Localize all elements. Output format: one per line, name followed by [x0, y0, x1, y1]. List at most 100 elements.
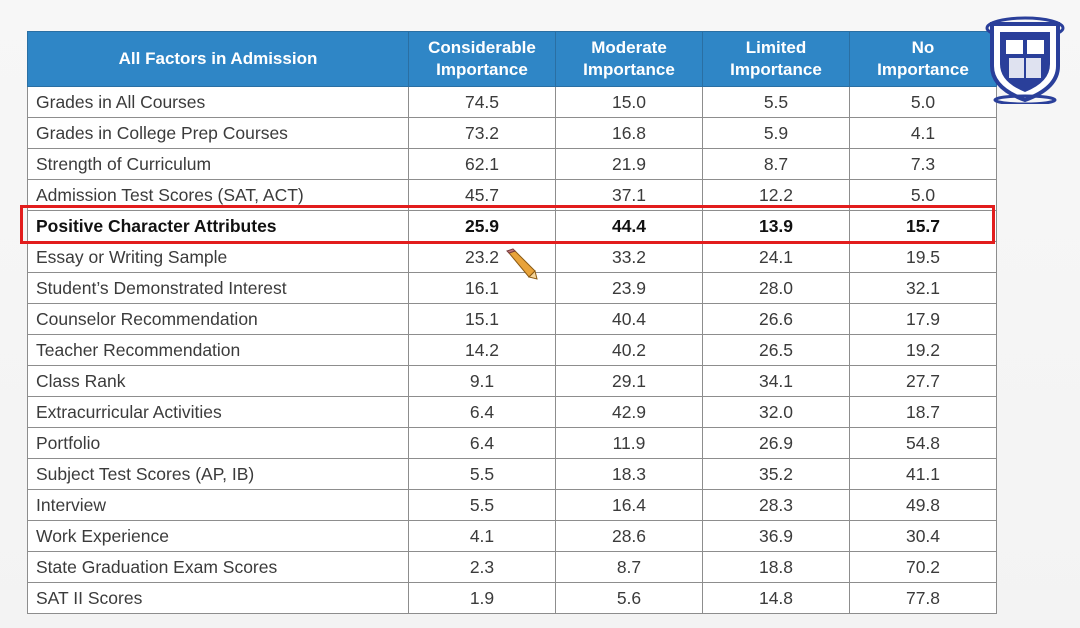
table-row: Admission Test Scores (SAT, ACT) 45.7 37… [27, 179, 997, 211]
considerable-cell: 9.1 [408, 365, 556, 397]
table-row: Interview 5.5 16.4 28.3 49.8 [27, 489, 997, 521]
limited-cell: 8.7 [702, 148, 850, 180]
moderate-cell: 40.2 [555, 334, 703, 366]
considerable-cell: 73.2 [408, 117, 556, 149]
none-cell: 18.7 [849, 396, 997, 428]
none-cell: 7.3 [849, 148, 997, 180]
considerable-cell: 15.1 [408, 303, 556, 335]
considerable-cell: 4.1 [408, 520, 556, 552]
limited-cell: 35.2 [702, 458, 850, 490]
table-row: Essay or Writing Sample 23.2 33.2 24.1 1… [27, 241, 997, 273]
moderate-cell: 44.4 [555, 210, 703, 242]
table-row: Student’s Demonstrated Interest 16.1 23.… [27, 272, 997, 304]
limited-cell: 36.9 [702, 520, 850, 552]
factor-cell: Counselor Recommendation [27, 303, 409, 335]
factor-cell: Portfolio [27, 427, 409, 459]
moderate-cell: 8.7 [555, 551, 703, 583]
considerable-cell: 14.2 [408, 334, 556, 366]
none-cell: 30.4 [849, 520, 997, 552]
factor-cell: Student’s Demonstrated Interest [27, 272, 409, 304]
limited-cell: 14.8 [702, 582, 850, 614]
header-moderate-line1: Moderate [591, 38, 667, 57]
none-cell: 41.1 [849, 458, 997, 490]
factor-cell: State Graduation Exam Scores [27, 551, 409, 583]
considerable-cell: 2.3 [408, 551, 556, 583]
none-cell: 15.7 [849, 210, 997, 242]
limited-cell: 26.5 [702, 334, 850, 366]
limited-cell: 12.2 [702, 179, 850, 211]
header-limited-line1: Limited [745, 38, 807, 57]
factor-cell: Admission Test Scores (SAT, ACT) [27, 179, 409, 211]
moderate-cell: 23.9 [555, 272, 703, 304]
none-cell: 77.8 [849, 582, 997, 614]
factor-cell: Class Rank [27, 365, 409, 397]
highlighted-table-row: Positive Character Attributes 25.9 44.4 … [27, 210, 997, 242]
considerable-cell: 45.7 [408, 179, 556, 211]
limited-cell: 26.9 [702, 427, 850, 459]
table-row: State Graduation Exam Scores 2.3 8.7 18.… [27, 551, 997, 583]
factor-cell: Work Experience [27, 520, 409, 552]
none-cell: 70.2 [849, 551, 997, 583]
limited-cell: 18.8 [702, 551, 850, 583]
considerable-cell: 5.5 [408, 489, 556, 521]
table-row: Teacher Recommendation 14.2 40.2 26.5 19… [27, 334, 997, 366]
factor-cell: SAT II Scores [27, 582, 409, 614]
header-factor: All Factors in Admission [27, 31, 409, 87]
header-considerable-line2: Importance [436, 60, 528, 79]
moderate-cell: 29.1 [555, 365, 703, 397]
none-cell: 54.8 [849, 427, 997, 459]
factor-cell: Grades in All Courses [27, 86, 409, 118]
table-row: Work Experience 4.1 28.6 36.9 30.4 [27, 520, 997, 552]
header-none: No Importance [849, 31, 997, 87]
moderate-cell: 42.9 [555, 396, 703, 428]
table-row: Grades in College Prep Courses 73.2 16.8… [27, 117, 997, 149]
header-factor-label: All Factors in Admission [118, 49, 318, 68]
none-cell: 49.8 [849, 489, 997, 521]
moderate-cell: 21.9 [555, 148, 703, 180]
moderate-cell: 15.0 [555, 86, 703, 118]
none-cell: 5.0 [849, 179, 997, 211]
table-row: Subject Test Scores (AP, IB) 5.5 18.3 35… [27, 458, 997, 490]
factor-cell: Positive Character Attributes [27, 210, 409, 242]
header-moderate-line2: Importance [583, 60, 675, 79]
factor-cell: Essay or Writing Sample [27, 241, 409, 273]
table-row: SAT II Scores 1.9 5.6 14.8 77.8 [27, 582, 997, 614]
limited-cell: 28.0 [702, 272, 850, 304]
factor-cell: Teacher Recommendation [27, 334, 409, 366]
moderate-cell: 40.4 [555, 303, 703, 335]
factor-cell: Strength of Curriculum [27, 148, 409, 180]
pencil-cursor-icon [505, 247, 539, 281]
moderate-cell: 28.6 [555, 520, 703, 552]
none-cell: 32.1 [849, 272, 997, 304]
admission-factors-table: All Factors in Admission Considerable Im… [27, 31, 997, 614]
considerable-cell: 25.9 [408, 210, 556, 242]
factor-cell: Extracurricular Activities [27, 396, 409, 428]
none-cell: 4.1 [849, 117, 997, 149]
moderate-cell: 11.9 [555, 427, 703, 459]
factor-cell: Grades in College Prep Courses [27, 117, 409, 149]
table-row: Grades in All Courses 74.5 15.0 5.5 5.0 [27, 86, 997, 118]
table-row: Strength of Curriculum 62.1 21.9 8.7 7.3 [27, 148, 997, 180]
none-cell: 17.9 [849, 303, 997, 335]
none-cell: 5.0 [849, 86, 997, 118]
limited-cell: 24.1 [702, 241, 850, 273]
table-row: Class Rank 9.1 29.1 34.1 27.7 [27, 365, 997, 397]
considerable-cell: 62.1 [408, 148, 556, 180]
header-moderate: Moderate Importance [555, 31, 703, 87]
table-header-row: All Factors in Admission Considerable Im… [27, 31, 997, 87]
considerable-cell: 6.4 [408, 396, 556, 428]
moderate-cell: 37.1 [555, 179, 703, 211]
moderate-cell: 5.6 [555, 582, 703, 614]
none-cell: 27.7 [849, 365, 997, 397]
factor-cell: Subject Test Scores (AP, IB) [27, 458, 409, 490]
none-cell: 19.5 [849, 241, 997, 273]
limited-cell: 13.9 [702, 210, 850, 242]
limited-cell: 5.5 [702, 86, 850, 118]
factor-cell: Interview [27, 489, 409, 521]
header-limited-line2: Importance [730, 60, 822, 79]
school-crest-logo [978, 10, 1072, 106]
limited-cell: 34.1 [702, 365, 850, 397]
considerable-cell: 74.5 [408, 86, 556, 118]
moderate-cell: 18.3 [555, 458, 703, 490]
